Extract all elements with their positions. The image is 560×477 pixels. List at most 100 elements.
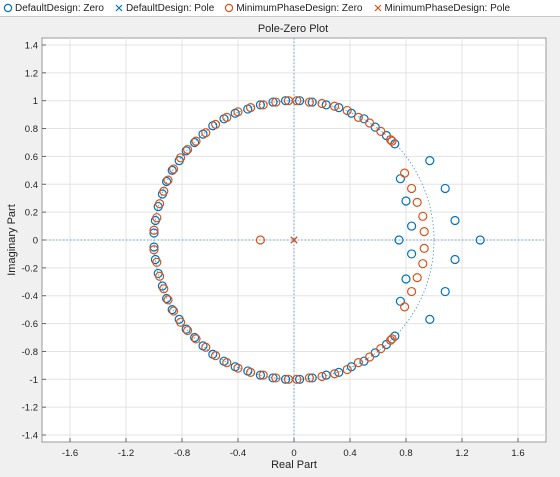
x-tick-label: -0.4 (230, 448, 246, 459)
zero-marker (394, 235, 404, 245)
data-marks (149, 96, 485, 384)
zero-marker (342, 105, 352, 116)
zero-marker (307, 373, 317, 383)
zero-marker (317, 98, 327, 109)
zero-marker (334, 367, 344, 377)
zero-marker (387, 136, 397, 146)
zero-marker (475, 235, 485, 245)
zero-marker (321, 370, 331, 380)
legend-label: DefaultDesign: Zero (15, 2, 104, 14)
zero-marker (283, 374, 293, 384)
zero-marker (149, 225, 159, 235)
zero-marker (181, 324, 191, 334)
y-axis: 1.4 1.2 1 0.8 0.6 0.4 0.2 0 -0.2 -0.4 -0.6 -0.8 -1 -1… (22, 40, 46, 442)
y-tick-label: -0.4 (22, 291, 38, 302)
zero-marker (169, 164, 179, 174)
zero-marker (159, 186, 169, 196)
legend-label: MinimumPhaseDesign: Pole (384, 2, 511, 14)
zero-marker (401, 274, 411, 284)
zero-marker (365, 352, 375, 362)
zero-marker (334, 103, 344, 113)
zero-marker (152, 213, 162, 223)
y-tick-label: -0.6 (22, 319, 38, 330)
legend-item-minphase-zero[interactable]: MinimumPhaseDesign: Zero (224, 3, 363, 14)
zero-marker (159, 284, 169, 294)
y-tick-label: -1 (30, 375, 38, 386)
zero-marker (222, 112, 232, 123)
zero-marker (233, 363, 243, 373)
zero-marker (233, 107, 243, 117)
chart-title: Pole-Zero Plot (258, 23, 328, 35)
zero-marker (167, 305, 177, 315)
zero-marker (222, 357, 232, 368)
x-marker-icon (374, 4, 381, 12)
zero-marker (271, 97, 281, 107)
zero-marker (330, 369, 340, 379)
y-tick-label: -1.2 (22, 403, 38, 414)
x-tick-label: -1.2 (118, 448, 134, 459)
pole-zero-chart: Pole-Zero Plot -1.6 -1.2 -0.8 -0.4 0 0.4 0.8 1.… (6, 23, 547, 471)
zero-marker (211, 119, 221, 129)
zero-marker (295, 96, 305, 106)
zero-marker (190, 332, 200, 343)
y-tick-label: 0.6 (25, 152, 38, 163)
zero-marker (425, 155, 435, 166)
zero-marker (176, 153, 186, 163)
zero-marker (155, 271, 165, 281)
zero-marker (295, 374, 305, 384)
zero-marker (407, 183, 417, 194)
zero-marker (440, 286, 450, 297)
zero-marker (387, 334, 397, 344)
y-tick-label: -1.4 (22, 431, 38, 442)
zero-marker (353, 357, 363, 368)
zero-marker (255, 235, 265, 245)
zero-marker (376, 344, 386, 354)
zero-marker (407, 286, 417, 297)
zero-marker (255, 370, 265, 380)
zero-marker (268, 97, 278, 107)
zero-marker (307, 97, 317, 107)
zero-marker (419, 227, 429, 237)
zero-marker (258, 370, 268, 380)
y-tick-label: -0.2 (22, 263, 38, 274)
legend-item-default-pole[interactable]: DefaultDesign: Pole (114, 3, 214, 14)
zero-marker (169, 306, 179, 316)
zero-marker (152, 257, 162, 267)
zero-marker (418, 259, 428, 269)
legend-item-minphase-pole[interactable]: MinimumPhaseDesign: Pole (373, 2, 511, 14)
zero-marker (246, 367, 256, 377)
zero-marker (407, 249, 417, 259)
circle-marker-icon (225, 3, 234, 13)
series-minimumphasedesign-zero (149, 96, 429, 384)
zero-marker (281, 374, 291, 384)
x-axis-label: Real Part (271, 459, 317, 471)
zero-marker (183, 325, 193, 336)
y-tick-label: 0.2 (25, 208, 38, 219)
zero-marker (162, 176, 172, 187)
zero-marker (201, 342, 211, 352)
zero-marker (317, 371, 327, 382)
zero-marker (330, 101, 340, 111)
zero-marker (149, 245, 159, 255)
zero-marker (255, 100, 265, 110)
zero-marker (412, 273, 422, 283)
x-tick-label: 0 (291, 448, 296, 459)
zero-marker (418, 211, 428, 221)
zero-marker (176, 317, 186, 327)
legend-item-default-zero[interactable]: DefaultDesign: Zero (3, 3, 104, 14)
y-tick-label: 0 (33, 236, 38, 247)
y-tick-label: -0.8 (22, 347, 38, 358)
zero-marker (211, 351, 221, 361)
zero-marker (283, 96, 293, 106)
zero-marker (365, 118, 375, 128)
legend: DefaultDesign: Zero DefaultDesign: Pole … (0, 0, 560, 17)
zero-marker (246, 103, 256, 113)
grid (42, 38, 546, 442)
zero-marker (386, 335, 396, 345)
zero-marker (268, 373, 278, 383)
zero-marker (321, 100, 331, 110)
zero-marker (155, 199, 165, 209)
x-tick-label: 0.8 (399, 448, 412, 459)
zero-marker (304, 97, 314, 107)
unit-circle (153, 100, 435, 380)
